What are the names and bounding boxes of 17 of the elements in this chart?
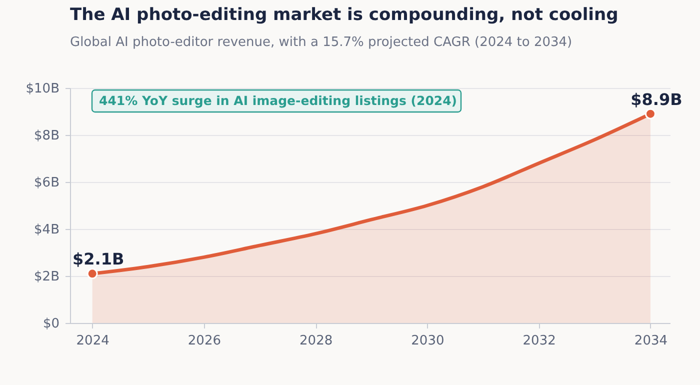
y-tick-label: $4B	[34, 222, 60, 238]
x-tick-label: 2024	[76, 334, 110, 348]
y-tick-label: $0	[42, 316, 60, 332]
x-tick-label: 2032	[522, 334, 556, 348]
x-tick-label: 2026	[188, 334, 221, 348]
y-tick-label: $6B	[34, 176, 60, 190]
data-label: $2.1B	[72, 250, 124, 269]
annotation: 441% YoY surge in AI image-editing listings (2024)	[99, 93, 458, 108]
y-tick-label: $10B	[26, 82, 60, 96]
x-tick-label: 2028	[300, 334, 333, 348]
data-label: $8.9B	[630, 90, 682, 109]
y-tick-label: $2B	[34, 270, 60, 284]
chart-title: The AI photo-editing market is compounding, not cooling	[70, 5, 618, 25]
y-tick-label: $8B	[34, 128, 60, 144]
x-tick-label: 2030	[411, 334, 444, 348]
x-tick-label: 2034	[634, 334, 668, 348]
chart-subtitle: Global AI photo-editor revenue, with a 15.7% projected CAGR (2024 to 2034)	[70, 35, 572, 50]
